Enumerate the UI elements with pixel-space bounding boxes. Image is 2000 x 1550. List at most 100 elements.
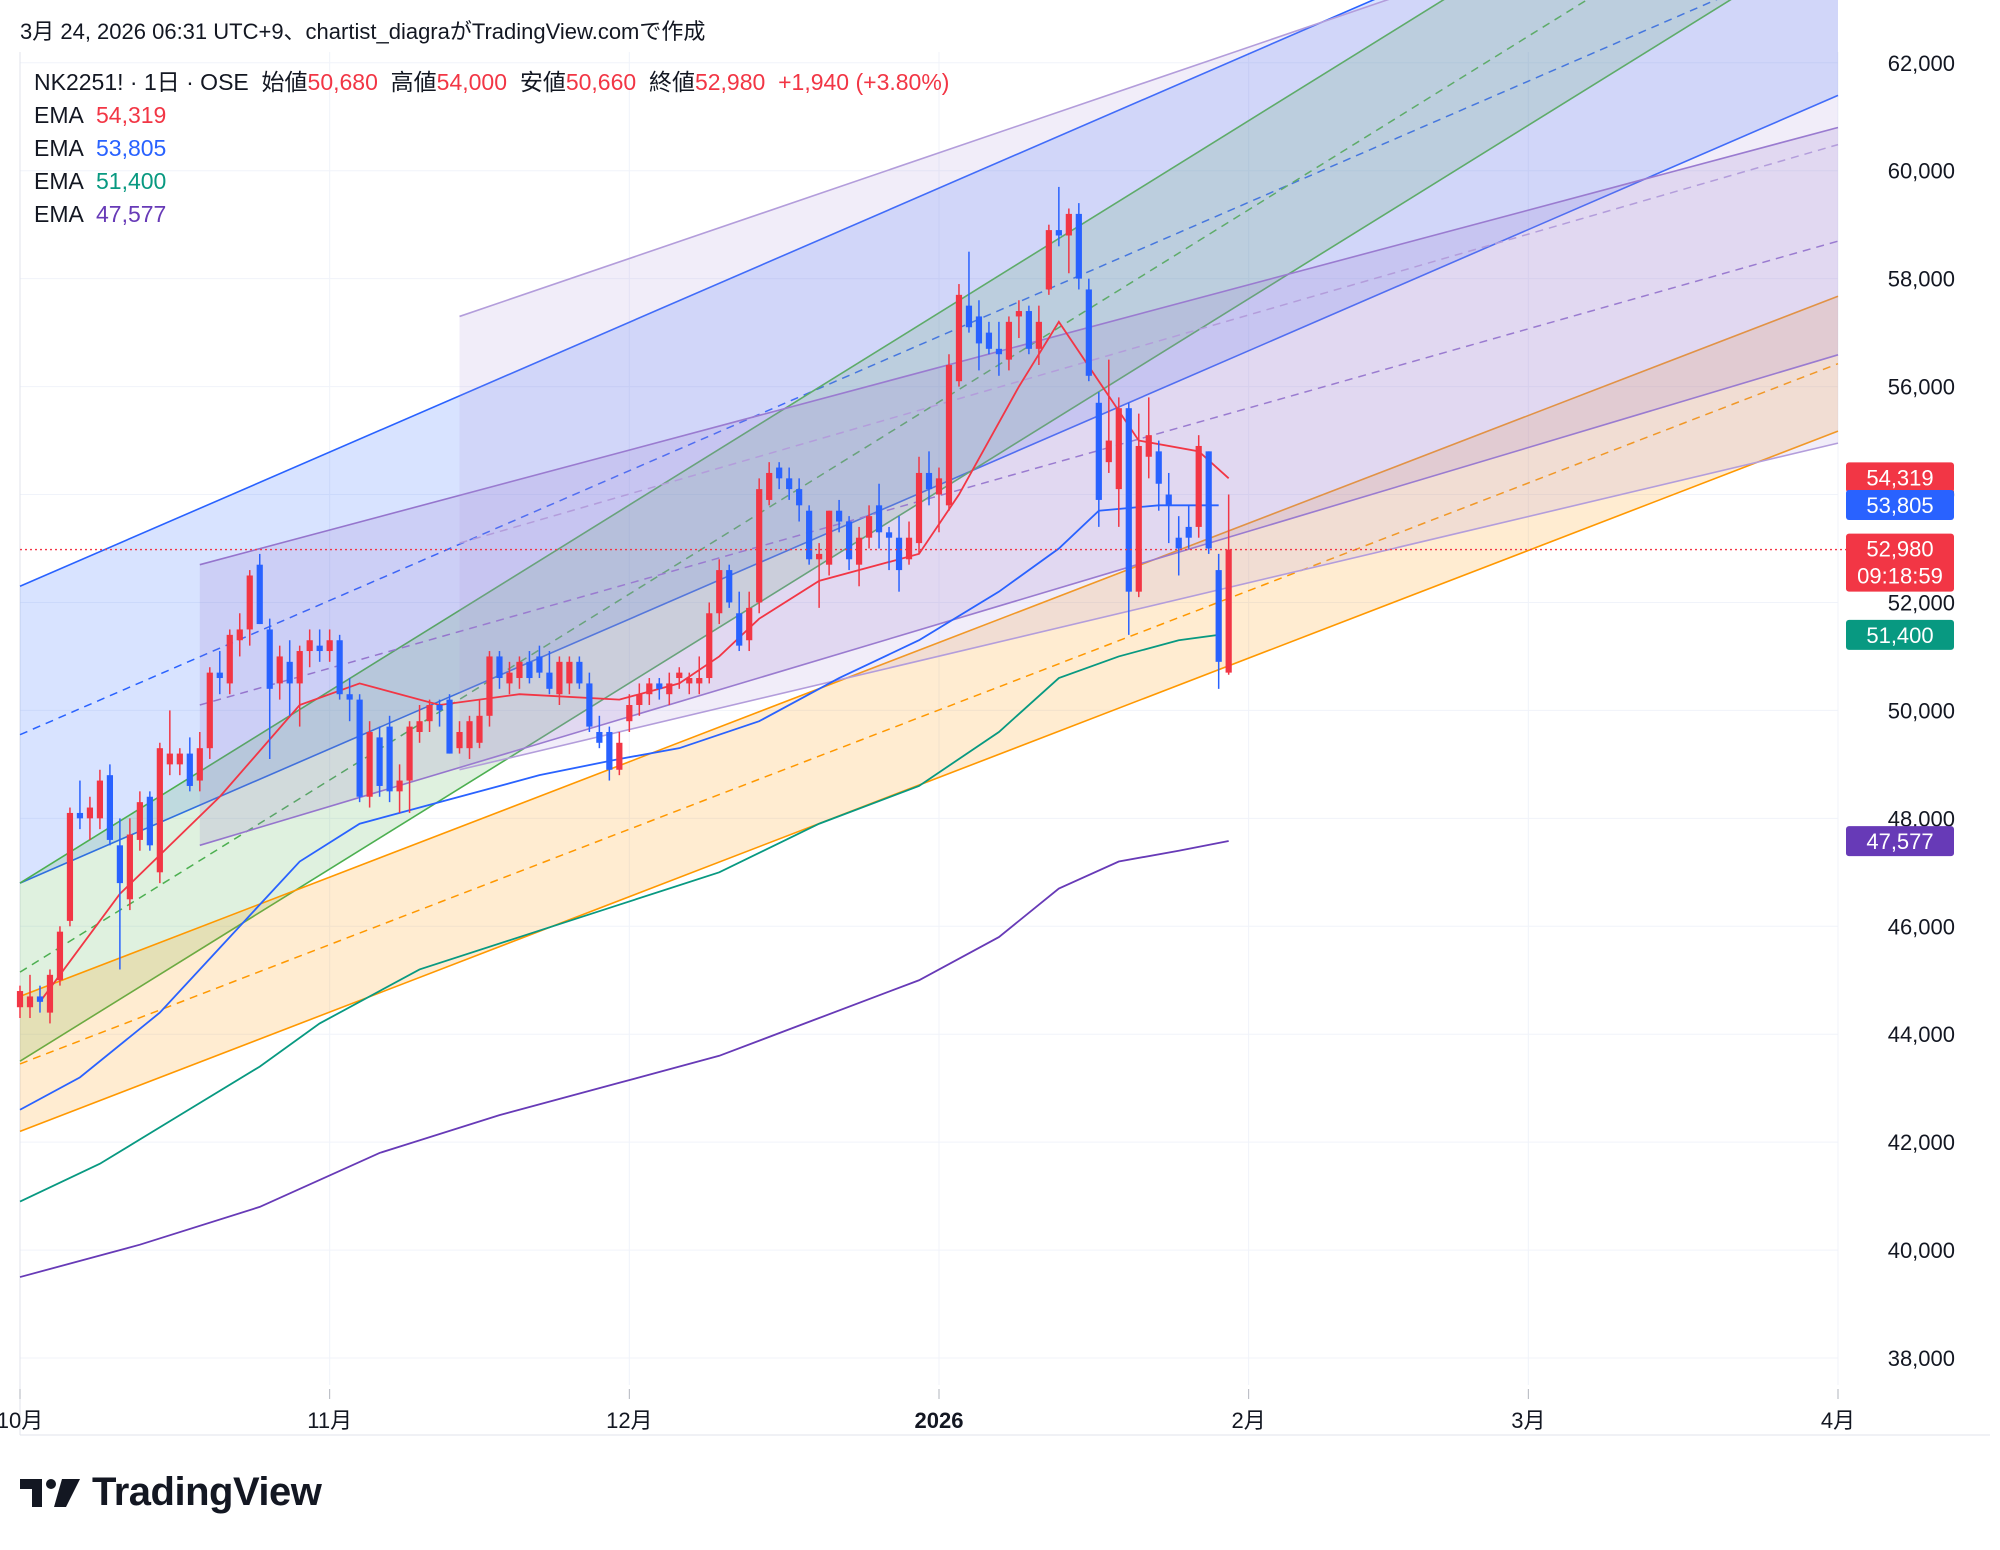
- candle: [1215, 553, 1222, 689]
- candle: [1005, 316, 1013, 371]
- chart-canvas[interactable]: 62,000 60,000 58,000 56,000 54,000 52,000 50,0…: [0, 0, 2000, 1440]
- ema-line-2: [19, 504, 1219, 1111]
- candle-body: [915, 472, 923, 544]
- candle: [646, 678, 653, 706]
- price-tag-bg: [1846, 826, 1954, 857]
- price-tag: 53,805: [1846, 490, 1954, 521]
- candle-body: [266, 629, 273, 689]
- candle-body: [1135, 445, 1142, 592]
- chart-caption: 3月 24, 2026 06:31 UTC+9、chartist_diagraが…: [20, 19, 706, 44]
- candle-body: [736, 613, 743, 646]
- candle-body: [116, 845, 123, 884]
- candle: [536, 645, 543, 679]
- candle: [566, 656, 573, 695]
- candle: [1065, 208, 1072, 274]
- candle: [526, 651, 533, 684]
- ema-row: EMA 54,319: [34, 99, 949, 132]
- candle-body: [1185, 526, 1192, 538]
- ema-value: 53,805: [96, 135, 167, 161]
- candle-body: [1215, 570, 1222, 662]
- candle: [855, 526, 863, 587]
- candle: [596, 715, 603, 749]
- candle-body: [855, 537, 863, 565]
- y-axis: 62,00060,00058,00056,00054,00052,00050,0…: [1888, 51, 1955, 1371]
- candle-body: [786, 478, 793, 490]
- candle-body: [656, 683, 663, 689]
- candle-body: [1005, 321, 1013, 360]
- candle: [716, 559, 723, 625]
- candle: [905, 521, 913, 565]
- candle-body: [66, 812, 74, 921]
- price-tag: 47,577: [1846, 826, 1954, 857]
- y-tick-label: 42,000: [1888, 1130, 1955, 1155]
- candle: [56, 926, 64, 986]
- tradingview-logo-text: TradingView: [92, 1470, 322, 1514]
- low-label: 安値: [519, 69, 566, 95]
- ema-value: 51,400: [96, 168, 167, 194]
- candle-body: [1125, 408, 1132, 592]
- candle: [756, 478, 763, 614]
- candle: [76, 780, 84, 830]
- candle-body: [26, 996, 34, 1008]
- y-tick-label: 50,000: [1888, 698, 1955, 723]
- candle: [925, 451, 933, 506]
- candle-body: [1145, 435, 1152, 457]
- candle: [656, 678, 663, 700]
- candle-body: [356, 699, 363, 797]
- candle-body: [596, 731, 603, 743]
- candle: [1115, 397, 1122, 527]
- candle-body: [806, 510, 813, 560]
- candle: [1085, 278, 1092, 382]
- candle: [546, 651, 553, 695]
- candle-body: [666, 683, 673, 695]
- candle-body: [1065, 213, 1072, 236]
- candle-body: [406, 726, 413, 781]
- candle-body: [626, 705, 633, 722]
- candle: [586, 672, 593, 732]
- ema-row: EMA 47,577: [34, 198, 949, 231]
- candle-body: [935, 478, 943, 495]
- candle-body: [696, 678, 703, 684]
- candle-body: [1165, 494, 1172, 506]
- candle: [915, 456, 923, 554]
- candle-body: [276, 656, 283, 684]
- candle: [1125, 402, 1132, 635]
- candle: [126, 818, 133, 911]
- candle-body: [796, 489, 803, 506]
- grid: [19, 52, 1990, 1436]
- candle-body: [306, 640, 313, 652]
- x-tick-label: 2月: [1232, 1408, 1266, 1433]
- candle-body: [216, 672, 223, 679]
- change-value: +1,940 (+3.80%): [778, 69, 950, 95]
- channel-blue-fill: [20, 0, 1838, 884]
- ema-line-3: [19, 633, 1219, 1203]
- candle-body: [945, 365, 953, 506]
- candle: [676, 667, 683, 689]
- ema-label: EMA: [34, 135, 84, 161]
- candle: [236, 613, 243, 657]
- tradingview-logo[interactable]: TradingView: [20, 1470, 322, 1515]
- candle: [216, 651, 223, 695]
- candle: [426, 699, 433, 732]
- x-tick-label: 3月: [1511, 1408, 1545, 1433]
- candle-body: [396, 780, 403, 792]
- candle: [626, 694, 633, 732]
- candle: [356, 694, 363, 803]
- candle: [1035, 305, 1042, 366]
- candle: [1095, 391, 1102, 527]
- candle: [965, 251, 973, 333]
- channel-purple-upper: [199, 126, 1839, 566]
- high-value: 54,000: [436, 69, 508, 95]
- candles: [16, 186, 1232, 1024]
- candle-body: [436, 705, 443, 711]
- candle: [156, 742, 163, 884]
- ema-label: EMA: [34, 168, 84, 194]
- candle-body: [296, 651, 303, 684]
- candle-body: [706, 613, 713, 679]
- candle: [476, 699, 483, 749]
- price-tag-bg: [1846, 533, 1954, 592]
- channels: [19, 0, 1839, 1133]
- candle: [286, 640, 293, 716]
- candle-body: [166, 753, 173, 765]
